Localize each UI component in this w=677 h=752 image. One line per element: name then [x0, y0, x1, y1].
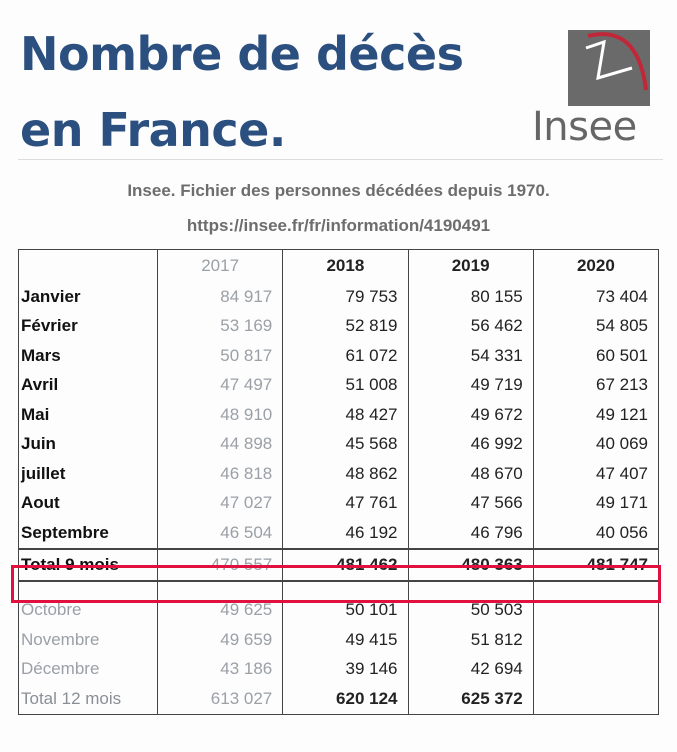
- cell-2020: 60 501: [532, 341, 660, 371]
- cell-2019: 48 670: [407, 459, 534, 489]
- row-label: Janvier: [18, 282, 158, 312]
- cell-2020: 54 805: [532, 311, 660, 341]
- source-line-1: Insee. Fichier des personnes décédées de…: [127, 181, 550, 200]
- cell-2017: 46 504: [156, 518, 284, 549]
- cell-2017: 53 169: [156, 311, 284, 341]
- total-9-2020: 481 747: [532, 547, 660, 582]
- title-line-2: en France.: [20, 103, 286, 157]
- cell-2018: 39 146: [282, 654, 409, 684]
- row-label: Novembre: [18, 625, 158, 655]
- row-label: Septembre: [18, 518, 158, 549]
- cell-2018: 52 819: [282, 311, 409, 341]
- cell-2020: [532, 654, 660, 684]
- table-row: Avril 47 497 51 008 49 719 67 213: [18, 370, 660, 400]
- cell-2019: 54 331: [407, 341, 534, 371]
- total-12-2018: 620 124: [282, 684, 409, 715]
- header-2019: 2019: [407, 249, 534, 282]
- header-2017: 2017: [156, 249, 284, 282]
- row-label: Avril: [18, 370, 158, 400]
- table-row: Mars 50 817 61 072 54 331 60 501: [18, 341, 660, 371]
- cell-2017: 50 817: [156, 341, 284, 371]
- row-label: juillet: [18, 459, 158, 489]
- cell-2020: 47 407: [532, 459, 660, 489]
- total-12-2017: 613 027: [156, 684, 284, 715]
- page-title: Nombre de décès en France.: [20, 16, 464, 168]
- cell-2019: 80 155: [407, 282, 534, 312]
- cell-2018: 61 072: [282, 341, 409, 371]
- cell-2018: 51 008: [282, 370, 409, 400]
- logo-mark-icon: [585, 32, 648, 91]
- header-2018: 2018: [282, 249, 409, 282]
- cell-2018: 49 415: [282, 625, 409, 655]
- cell-2017: 47 027: [156, 488, 284, 518]
- header-label-cell: [18, 249, 158, 282]
- table-row: Novembre 49 659 49 415 51 812: [18, 625, 660, 655]
- cell-2018: 48 862: [282, 459, 409, 489]
- cell-2017: 48 910: [156, 400, 284, 430]
- row-label: Aout: [18, 488, 158, 518]
- row-label: Mai: [18, 400, 158, 430]
- total-12-label: Total 12 mois: [18, 684, 158, 715]
- row-label: Mars: [18, 341, 158, 371]
- table-row: Décembre 43 186 39 146 42 694: [18, 654, 660, 684]
- cell-2018: 47 761: [282, 488, 409, 518]
- cell-2019: 49 672: [407, 400, 534, 430]
- total-9-label: Total 9 mois: [18, 547, 158, 582]
- header-divider: [18, 159, 663, 160]
- total-highlight-box: [11, 565, 661, 603]
- row-label: Février: [18, 311, 158, 341]
- cell-2020: 49 171: [532, 488, 660, 518]
- table-row: Aout 47 027 47 761 47 566 49 171: [18, 488, 660, 518]
- cell-2019: 46 992: [407, 429, 534, 459]
- cell-2020: 40 056: [532, 518, 660, 549]
- cell-2017: 43 186: [156, 654, 284, 684]
- total-9-2019: 480 363: [407, 547, 534, 582]
- total-12-months-row: Total 12 mois 613 027 620 124 625 372: [18, 684, 660, 715]
- deaths-table: 2017 2018 2019 2020 Janvier 84 917 79 753 8…: [18, 249, 660, 715]
- logo-text: Insee: [532, 104, 637, 150]
- header-2020: 2020: [532, 249, 660, 282]
- spacer-row: [18, 580, 660, 596]
- total-9-2017: 470 557: [156, 547, 284, 582]
- insee-logo: Insee: [530, 26, 655, 151]
- row-label: Juin: [18, 429, 158, 459]
- cell-2017: 46 818: [156, 459, 284, 489]
- total-9-months-row: Total 9 mois 470 557 481 462 480 363 481…: [18, 547, 660, 582]
- total-12-2019: 625 372: [407, 684, 534, 715]
- title-line-1: Nombre de décès: [20, 27, 464, 81]
- cell-2017: 49 659: [156, 625, 284, 655]
- cell-2018: 45 568: [282, 429, 409, 459]
- cell-2019: 42 694: [407, 654, 534, 684]
- logo-mark: [568, 30, 650, 106]
- table-header-row: 2017 2018 2019 2020: [18, 249, 660, 282]
- cell-2018: 48 427: [282, 400, 409, 430]
- cell-2017: 84 917: [156, 282, 284, 312]
- cell-2019: 47 566: [407, 488, 534, 518]
- table-row: Janvier 84 917 79 753 80 155 73 404: [18, 282, 660, 312]
- table-row: Mai 48 910 48 427 49 672 49 121: [18, 400, 660, 430]
- cell-2020: 49 121: [532, 400, 660, 430]
- cell-2019: 51 812: [407, 625, 534, 655]
- cell-2020: [532, 625, 660, 655]
- source-url: https://insee.fr/fr/information/4190491: [186, 216, 491, 235]
- table-row: Juin 44 898 45 568 46 992 40 069: [18, 429, 660, 459]
- cell-2019: 46 796: [407, 518, 534, 549]
- table-row: Février 53 169 52 819 56 462 54 805: [18, 311, 660, 341]
- cell-2019: 49 719: [407, 370, 534, 400]
- table-row: Septembre 46 504 46 192 46 796 40 056: [18, 518, 660, 549]
- cell-2019: 56 462: [407, 311, 534, 341]
- total-12-2020: [532, 684, 660, 715]
- row-label: Décembre: [18, 654, 158, 684]
- cell-2017: 44 898: [156, 429, 284, 459]
- cell-2018: 46 192: [282, 518, 409, 549]
- cell-2020: 40 069: [532, 429, 660, 459]
- cell-2018: 79 753: [282, 282, 409, 312]
- table-row: juillet 46 818 48 862 48 670 47 407: [18, 459, 660, 489]
- cell-2020: 73 404: [532, 282, 660, 312]
- cell-2020: 67 213: [532, 370, 660, 400]
- cell-2017: 47 497: [156, 370, 284, 400]
